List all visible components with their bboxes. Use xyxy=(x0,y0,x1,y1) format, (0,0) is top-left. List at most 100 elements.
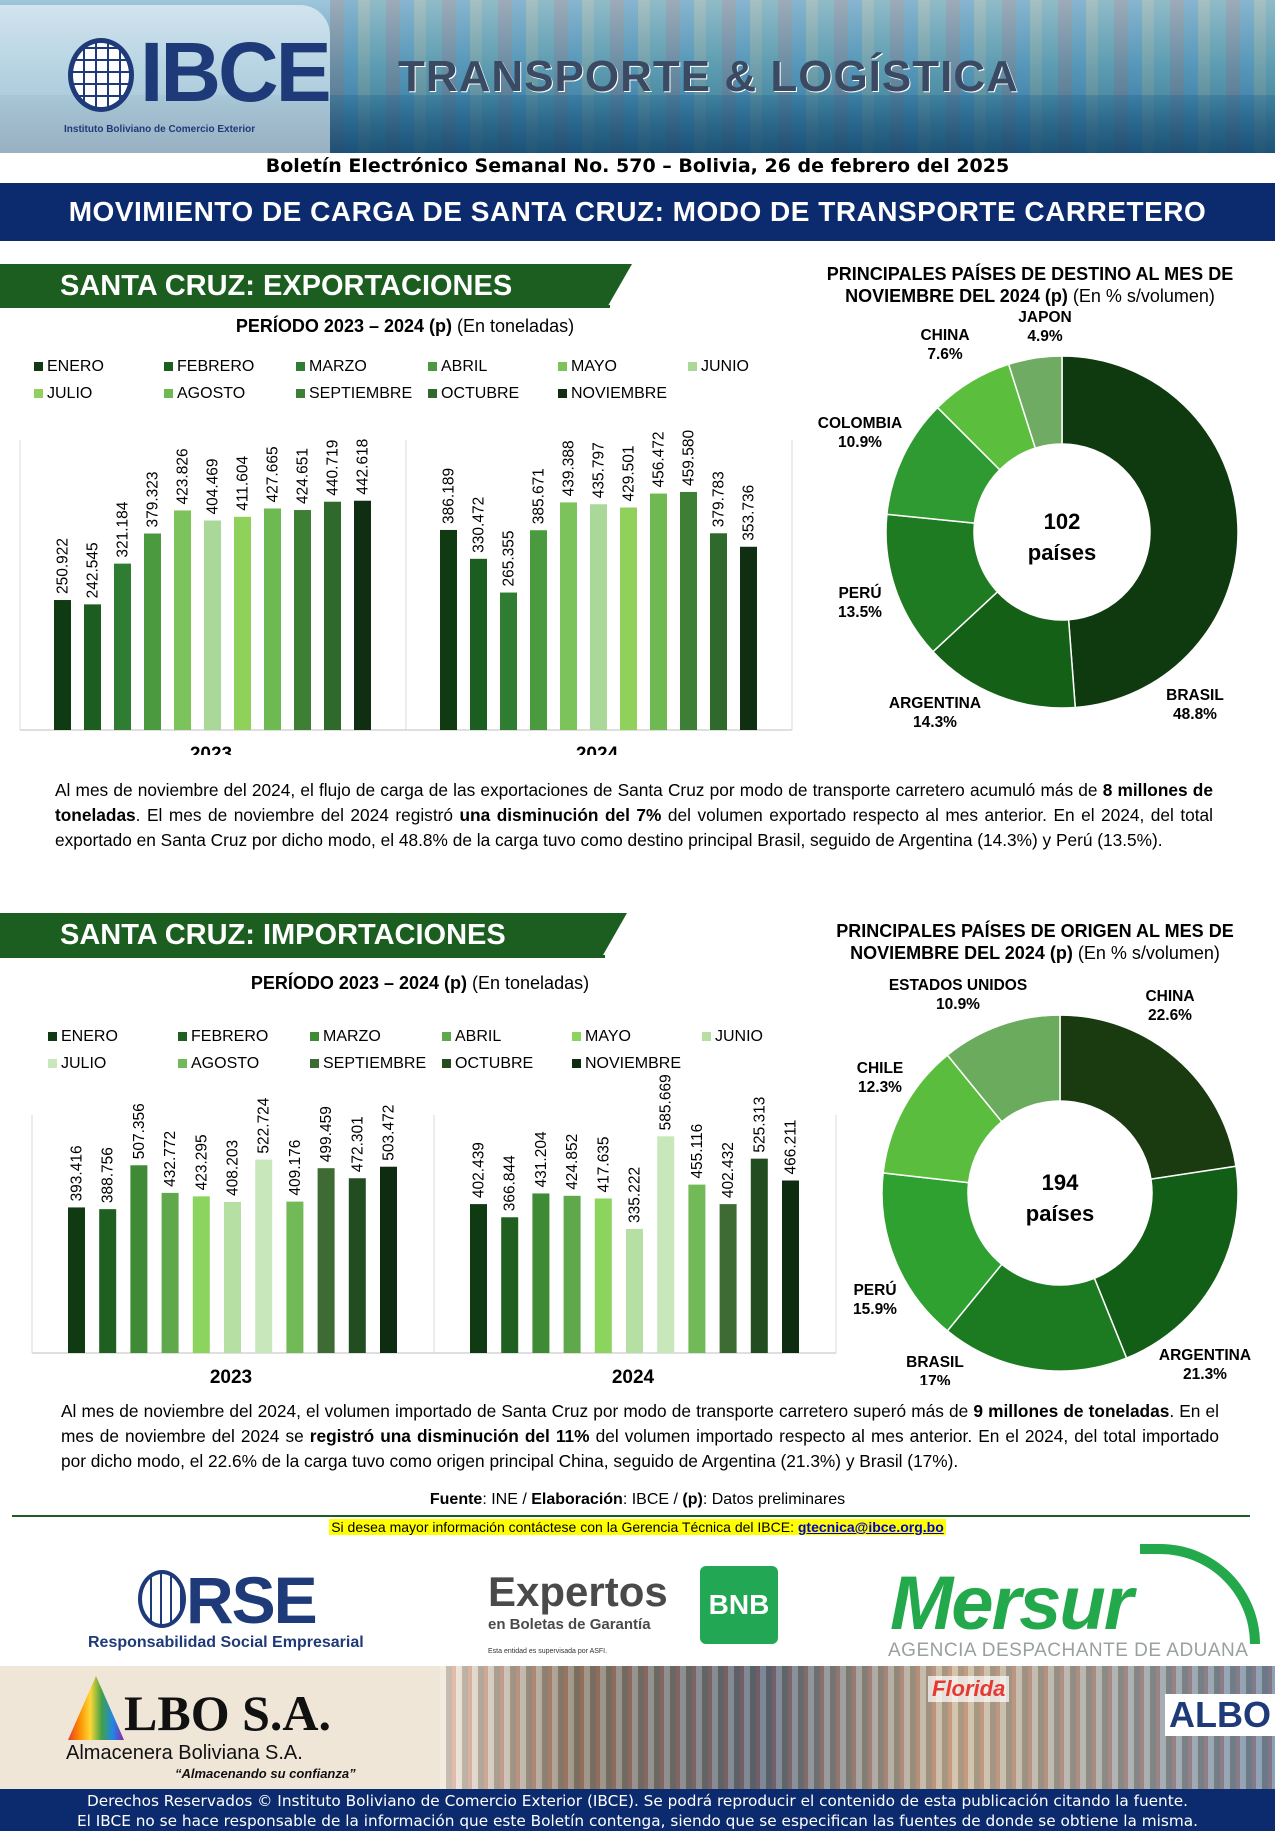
imports-paragraph-segment: . En el mes de noviembre del 2024 se xyxy=(61,1401,1219,1446)
exports-legend-item: FEBRERO xyxy=(164,358,254,376)
imports-pie-title-line1: PRINCIPALES PAÍSES DE ORIGEN AL MES DE xyxy=(836,921,1234,941)
exports-bar xyxy=(620,507,637,730)
albo-a-icon xyxy=(68,1676,124,1740)
exports-legend-label: MARZO xyxy=(309,358,367,375)
contact-line: Si desea mayor información contáctese co… xyxy=(0,1519,1275,1535)
ibce-logo-subtitle: Instituto Boliviano de Comercio Exterior xyxy=(64,124,256,135)
exports-bar-value-label: 427.665 xyxy=(265,446,282,502)
imports-slice-value: 12.3% xyxy=(858,1079,902,1096)
exports-donut-chart: BRASIL 48.8% ARGENTINA 14.3% PERÚ 13.5% COLOMB… xyxy=(818,310,1239,730)
exports-legend: ENERO FEBRERO MARZO ABRIL MAYO JUNIO JULIO AGOS… xyxy=(34,358,794,410)
imports-legend-label: MAYO xyxy=(585,1028,631,1045)
imports-bar xyxy=(192,1196,210,1353)
imports-legend-label: NOVIEMBRE xyxy=(585,1055,682,1072)
exports-legend-swatch xyxy=(428,362,437,372)
imports-subtitle-rest: (En toneladas) xyxy=(467,973,590,993)
expertos-subtitle: en Boletas de Garantía xyxy=(488,1616,651,1633)
imports-bar xyxy=(532,1193,550,1353)
main-title: MOVIMIENTO DE CARGA DE SANTA CRUZ: MODO … xyxy=(0,183,1275,241)
exports-legend-item: SEPTIEMBRE xyxy=(296,385,412,403)
albo-banner: LBO S.A. Almacenera Boliviana S.A. “Alma… xyxy=(0,1666,1275,1789)
imports-legend-swatch xyxy=(572,1032,581,1042)
imports-legend-swatch xyxy=(442,1032,451,1042)
imports-legend-item: JULIO xyxy=(48,1055,106,1073)
imports-legend-label: OCTUBRE xyxy=(455,1055,534,1072)
exports-paragraph-segment: Al mes de noviembre del 2024, el flujo d… xyxy=(55,780,1103,800)
fuente-value: : INE / xyxy=(482,1491,532,1508)
exports-bar-value-label: 429.501 xyxy=(621,445,638,501)
imports-slice-value: 22.6% xyxy=(1148,1007,1192,1024)
exports-slice-value: 13.5% xyxy=(838,604,882,621)
imports-bar-value-label: 432.772 xyxy=(162,1131,179,1187)
imports-bar xyxy=(750,1158,768,1353)
exports-legend-label: JUNIO xyxy=(701,358,749,375)
exports-center-count: 102 xyxy=(1044,509,1081,534)
imports-bar xyxy=(161,1192,179,1353)
exports-bar-value-label: 424.651 xyxy=(295,448,312,504)
exports-bar-value-label: 265.355 xyxy=(501,531,518,587)
exports-legend-swatch xyxy=(34,389,43,399)
imports-bar xyxy=(130,1165,148,1353)
imports-paragraph-segment: 9 millones de toneladas xyxy=(973,1401,1170,1421)
exports-bar-value-label: 456.472 xyxy=(651,432,668,488)
imports-bar xyxy=(688,1184,706,1353)
exports-slice xyxy=(1007,355,1063,450)
imports-bar xyxy=(255,1159,273,1353)
exports-paragraph-segment: del volumen exportado respecto al mes an… xyxy=(55,805,1213,850)
imports-group-label: 2023 xyxy=(210,1367,252,1388)
imports-legend-label: JULIO xyxy=(61,1055,107,1072)
exports-slice-value: 14.3% xyxy=(913,714,957,730)
imports-legend-swatch xyxy=(442,1059,451,1069)
imports-slice-name: ARGENTINA xyxy=(1159,1347,1251,1364)
imports-section-underline xyxy=(0,955,605,958)
preliminary-label: (p) xyxy=(682,1491,703,1508)
warehouse-photo xyxy=(440,1666,1275,1789)
imports-slice-value: 15.9% xyxy=(853,1301,897,1318)
exports-bar xyxy=(650,493,667,730)
imports-bar-value-label: 472.301 xyxy=(349,1116,366,1172)
exports-legend-swatch xyxy=(428,389,437,399)
exports-slice-name: BRASIL xyxy=(1166,687,1224,704)
imports-legend-label: SEPTIEMBRE xyxy=(323,1055,427,1072)
exports-bar xyxy=(440,529,457,730)
exports-paragraph-segment: . El mes de noviembre del 2024 registró xyxy=(135,805,460,825)
exports-bar xyxy=(204,520,221,730)
exports-bar-chart: 250.922 242.545 321.184 379.323 423.826 404.4… xyxy=(19,430,793,755)
rse-subtitle: Responsabilidad Social Empresarial xyxy=(88,1634,364,1651)
imports-legend: ENERO FEBRERO MARZO ABRIL MAYO JUNIO JULIO AGOS… xyxy=(48,1028,808,1080)
imports-slice xyxy=(946,1263,1128,1372)
imports-bar-value-label: 417.635 xyxy=(595,1136,612,1192)
exports-bar xyxy=(174,510,191,730)
imports-legend-item: FEBRERO xyxy=(178,1028,268,1046)
imports-bar-value-label: 408.203 xyxy=(225,1140,242,1196)
contact-email-link[interactable]: gtecnica@ibce.org.bo xyxy=(797,1519,944,1535)
exports-slice-name: COLOMBIA xyxy=(818,415,902,432)
exports-legend-item: MARZO xyxy=(296,358,367,376)
exports-bar-value-label: 442.618 xyxy=(355,439,372,495)
exports-legend-swatch xyxy=(296,362,305,372)
albo-subtitle: Almacenera Boliviana S.A. xyxy=(66,1742,303,1764)
imports-legend-swatch xyxy=(178,1032,187,1042)
rse-logo: RSE xyxy=(186,1563,318,1637)
fuente-label: Fuente xyxy=(429,1491,483,1508)
exports-bar xyxy=(234,516,251,730)
imports-pie-title: PRINCIPALES PAÍSES DE ORIGEN AL MES DE N… xyxy=(795,920,1275,964)
exports-pie-title-line1: PRINCIPALES PAÍSES DE DESTINO AL MES DE xyxy=(826,264,1234,284)
imports-legend-item: OCTUBRE xyxy=(442,1055,533,1073)
exports-slice xyxy=(1061,355,1239,709)
imports-bar xyxy=(317,1168,335,1353)
imports-bar xyxy=(563,1195,581,1353)
exports-bar-value-label: 379.323 xyxy=(145,471,162,527)
contact-text: Si desea mayor información contáctese co… xyxy=(331,1519,798,1535)
exports-bar xyxy=(324,501,341,730)
imports-bar xyxy=(348,1178,366,1353)
exports-legend-item: JUNIO xyxy=(688,358,749,376)
exports-legend-swatch xyxy=(558,362,567,372)
exports-legend-label: AGOSTO xyxy=(177,385,246,402)
expertos-logo: Expertos xyxy=(488,1568,668,1615)
exports-legend-label: ENERO xyxy=(47,358,104,375)
exports-bar xyxy=(530,530,547,730)
imports-bar-value-label: 466.211 xyxy=(783,1120,800,1175)
imports-bar-value-label: 455.116 xyxy=(689,1124,706,1179)
exports-subtitle-bold: PERÍODO 2023 – 2024 (p) xyxy=(235,316,453,336)
